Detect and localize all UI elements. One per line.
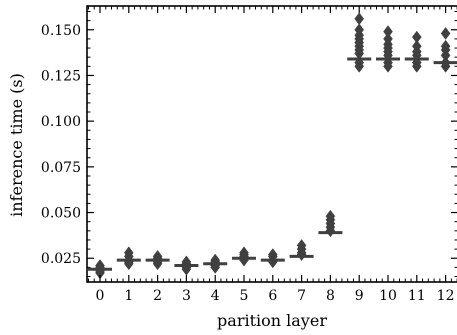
y-tick-label: 0.025: [41, 251, 81, 267]
x-tick-label: 4: [211, 288, 220, 304]
x-tick-label: 10: [379, 288, 397, 304]
y-tick-label: 0.150: [41, 23, 81, 39]
x-tick-label: 9: [355, 288, 364, 304]
outlier-point: [411, 39, 422, 53]
x-tick-label: 7: [297, 288, 306, 304]
plot-frame: [86, 5, 457, 283]
x-tick-label: 5: [240, 288, 249, 304]
x-axis-label: parition layer: [217, 311, 327, 330]
y-tick-label: 0.125: [41, 68, 81, 84]
outlier-point: [354, 23, 365, 37]
outlier-point: [440, 39, 451, 53]
x-tick-label: 11: [408, 288, 426, 304]
outlier-point: [383, 32, 393, 46]
outlier-point: [411, 30, 422, 44]
y-tick-label: 0.100: [41, 114, 81, 130]
y-tick-label: 0.075: [41, 160, 81, 176]
outlier-point: [383, 25, 393, 39]
y-axis-label: inference time (s): [7, 73, 26, 217]
x-tick-label: 3: [182, 288, 191, 304]
outlier-point: [296, 239, 307, 252]
x-tick-label: 8: [326, 288, 335, 304]
outlier-point: [325, 209, 336, 223]
x-tick-label: 2: [153, 288, 162, 304]
outlier-point: [354, 12, 365, 26]
outlier-point: [95, 259, 105, 272]
x-tick-label: 1: [124, 288, 133, 304]
x-tick-label: 0: [96, 288, 105, 304]
outlier-point: [152, 249, 163, 263]
outlier-point: [440, 27, 451, 40]
y-tick-label: 0.050: [41, 206, 81, 222]
x-tick-label: 12: [437, 288, 455, 304]
x-tick-label: 6: [268, 288, 277, 304]
plot-marks: [88, 12, 457, 280]
